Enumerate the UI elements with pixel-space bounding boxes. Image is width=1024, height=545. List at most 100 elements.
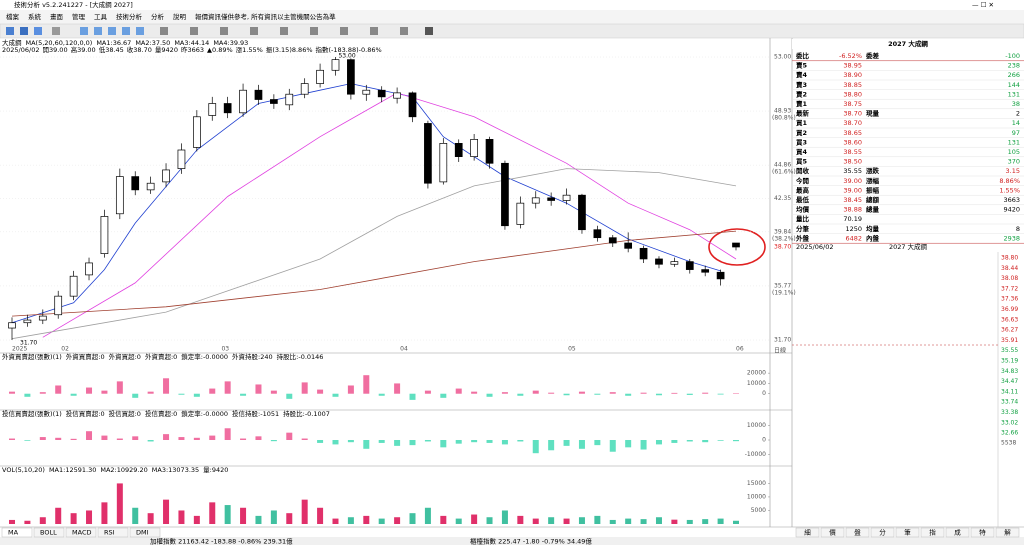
bar <box>548 392 555 394</box>
panel-button-label[interactable]: 盤 <box>854 528 861 537</box>
bar <box>147 391 154 394</box>
menu-item[interactable]: 畫面 <box>50 12 64 21</box>
tool-icon[interactable] <box>280 27 288 35</box>
tool-icon[interactable] <box>370 27 378 35</box>
bar <box>378 393 385 396</box>
tab-label[interactable]: BOLL <box>40 529 57 537</box>
panel-button-label[interactable]: 分 <box>879 528 886 537</box>
window-controls[interactable]: — ☐ ✕ <box>972 1 994 9</box>
bar <box>9 438 15 440</box>
menu-item[interactable]: 檔案 <box>6 12 20 21</box>
tool-icon[interactable] <box>220 27 228 35</box>
menu-item[interactable]: 報價資訊僅供參考, 所有資訊以主管機關公告為準 <box>195 12 336 21</box>
tab[interactable] <box>33 527 65 538</box>
candle-body <box>254 89 263 100</box>
bar <box>209 435 216 440</box>
tool-icon[interactable] <box>190 27 198 35</box>
candle-body <box>347 59 355 95</box>
bar <box>686 393 693 395</box>
tool-icon[interactable] <box>425 27 433 35</box>
tool-icon[interactable] <box>6 27 14 35</box>
status-text: 櫃檯指數 225.47 -1.80 -0.79% 34.49億 <box>470 537 592 545</box>
tool-icon[interactable] <box>136 27 144 35</box>
tool-icon[interactable] <box>52 27 60 35</box>
tool-icon[interactable] <box>160 27 168 35</box>
quote-value: 35.55 <box>843 167 862 175</box>
bar <box>655 517 662 524</box>
tab[interactable] <box>65 527 97 538</box>
bar <box>686 440 693 442</box>
tool-icon[interactable] <box>250 27 258 35</box>
panel-button-label[interactable]: 特 <box>979 528 986 537</box>
menu-item[interactable]: 管理 <box>72 12 86 21</box>
bar <box>548 517 555 524</box>
bar <box>24 440 31 441</box>
ma-line <box>42 92 737 338</box>
tool-icon[interactable] <box>340 27 348 35</box>
panel-button[interactable] <box>795 527 820 538</box>
bar <box>594 440 601 446</box>
panel-button[interactable] <box>920 527 945 538</box>
bar <box>594 393 601 395</box>
bar <box>317 389 324 394</box>
quote-label: 買1 <box>796 118 808 127</box>
tool-icon[interactable] <box>94 27 102 35</box>
quote-value: 38.60 <box>843 138 862 146</box>
tab[interactable] <box>1 527 33 538</box>
candle-body <box>578 194 586 231</box>
panel-button[interactable] <box>895 527 920 538</box>
panel-button[interactable] <box>945 527 970 538</box>
panel-button-label[interactable]: 細 <box>804 528 811 537</box>
bar <box>424 440 431 442</box>
info-item: 漲1.55% <box>236 45 263 54</box>
candle-body <box>331 59 340 71</box>
tool-icon[interactable] <box>20 27 28 35</box>
y-tick-label: 42.35 <box>774 195 791 202</box>
tab[interactable] <box>129 527 161 538</box>
menu-item[interactable]: 說明 <box>173 12 187 21</box>
tool-icon[interactable] <box>310 27 318 35</box>
quote-value: 370 <box>1008 158 1020 166</box>
mini-axis-label: 35.91 <box>1001 337 1018 344</box>
tab-label[interactable]: DMI <box>136 529 149 537</box>
bar <box>70 393 77 396</box>
panel-button[interactable] <box>995 527 1020 538</box>
tool-icon[interactable] <box>34 27 42 35</box>
pane-legend: 外資買賣超:0 <box>66 352 105 361</box>
tool-icon[interactable] <box>122 27 130 35</box>
tool-icon[interactable] <box>80 27 88 35</box>
tab-label[interactable]: RSI <box>104 529 115 537</box>
quote-label: 現量 <box>866 109 880 118</box>
bar <box>733 440 739 442</box>
tab-label[interactable]: MACD <box>72 529 91 537</box>
tool-icon[interactable] <box>400 27 408 35</box>
candle-body <box>8 322 16 329</box>
panel-button-label[interactable]: 筆 <box>904 528 911 537</box>
tab[interactable] <box>97 527 129 538</box>
panel-button-label[interactable]: 成 <box>954 528 961 537</box>
menu-item[interactable]: 系統 <box>28 12 42 21</box>
tab-label[interactable]: MA <box>8 529 19 537</box>
panel-button-label[interactable]: 解 <box>1004 528 1011 537</box>
bar <box>332 440 339 445</box>
fib-label: (19.1%) <box>772 289 796 296</box>
menu-item[interactable]: 工具 <box>94 13 108 21</box>
bar <box>517 393 524 396</box>
bar <box>209 388 216 394</box>
bar <box>286 393 293 399</box>
bar <box>532 518 539 524</box>
quote-value: 238 <box>1008 62 1020 70</box>
quote-label: 今開 <box>796 176 810 185</box>
panel-button[interactable] <box>970 527 995 538</box>
bar <box>240 393 247 396</box>
menu-item[interactable]: 分析 <box>151 12 165 21</box>
bar <box>240 507 247 524</box>
panel-button-label[interactable]: 價 <box>829 528 836 537</box>
panel-button-label[interactable]: 指 <box>929 528 936 537</box>
tool-icon[interactable] <box>108 27 116 35</box>
panel-button[interactable] <box>820 527 845 538</box>
candle-body <box>115 176 124 215</box>
panel-button[interactable] <box>870 527 895 538</box>
panel-button[interactable] <box>845 527 870 538</box>
menu-item[interactable]: 技術分析 <box>116 12 143 21</box>
